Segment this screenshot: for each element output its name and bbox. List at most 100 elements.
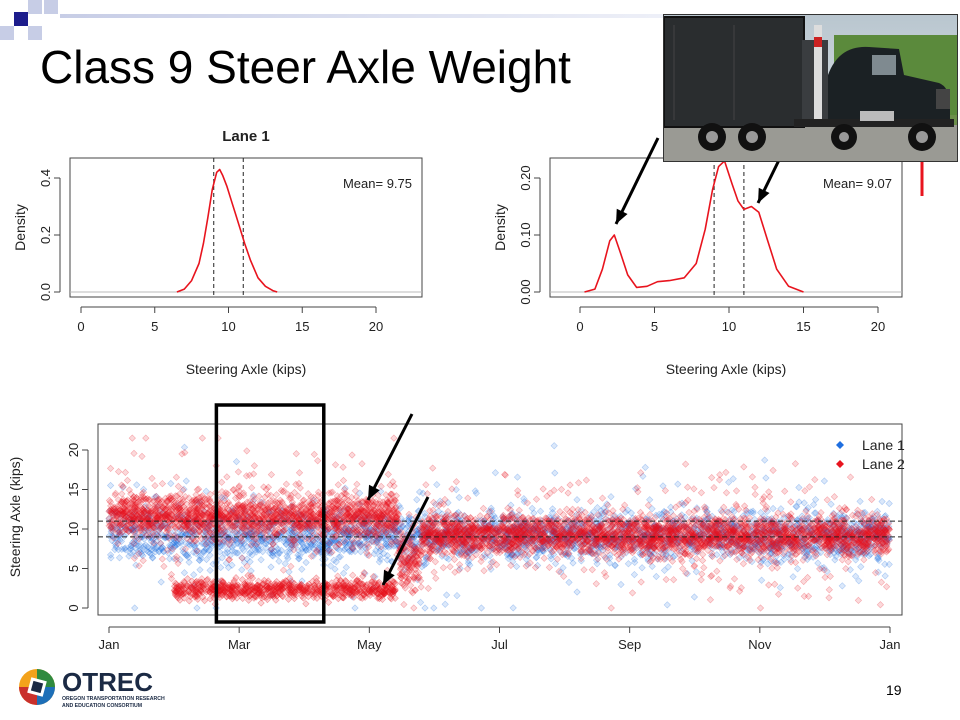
lane1-point (442, 591, 451, 599)
lane1-point (440, 542, 448, 550)
lane1-point (780, 513, 788, 522)
lane1-point (180, 515, 188, 523)
lane1-point (641, 463, 649, 472)
lane1-point (838, 526, 846, 535)
lane1-point (803, 550, 811, 558)
lane1-point (685, 541, 693, 549)
lane1-point (298, 565, 306, 573)
lane1-point (617, 580, 625, 589)
lane2-point (139, 556, 147, 565)
lane1-point (662, 550, 670, 558)
lane2-point (243, 447, 251, 455)
density-lane2-y-tick-label: 0.20 (518, 165, 533, 190)
title-decoration (0, 0, 90, 40)
lane1-point (573, 588, 581, 596)
lane1-point (556, 548, 564, 556)
lane1-point (170, 532, 178, 540)
lane1-point (648, 562, 656, 571)
lane1-point (878, 497, 886, 506)
lane1-point (580, 537, 588, 545)
lane1-point (433, 480, 441, 489)
lane1-point (716, 540, 724, 548)
lane1-point (491, 469, 500, 477)
lane1-point (148, 528, 157, 536)
lane2-point (353, 480, 361, 488)
lane1-point (416, 598, 425, 607)
lane1-point (776, 583, 784, 592)
lane1-point (565, 578, 573, 587)
lane1-point (203, 519, 212, 528)
lane1-point (219, 536, 228, 544)
lane1-point (652, 572, 660, 581)
lane1-point (703, 522, 711, 530)
lane1-point (288, 541, 296, 549)
lane1-point (856, 497, 864, 506)
lane2-point (248, 484, 256, 492)
timeseries-points (105, 434, 894, 612)
lane1-point (690, 593, 699, 601)
lane1-point (624, 560, 633, 568)
density-lane1-x-tick-label: 10 (221, 319, 235, 334)
lane1-point (640, 529, 648, 537)
lane1-point (441, 600, 449, 608)
lane1-point (190, 571, 198, 579)
lane1-point (284, 554, 292, 563)
lane1-point (108, 523, 116, 532)
lane1-point (125, 526, 133, 535)
lane1-point (253, 545, 262, 554)
density-lane2-mean-annotation: Mean= 9.07 (823, 176, 892, 191)
lane1-point (876, 524, 884, 532)
lane1-point (330, 536, 338, 544)
lane1-point (521, 539, 529, 547)
lane1-point (641, 531, 649, 539)
lane1-point (342, 524, 350, 533)
lane2-point (681, 460, 690, 468)
lane1-point (461, 524, 469, 532)
lane1-point (267, 563, 275, 571)
lane1-point (856, 521, 865, 529)
lane2-point (128, 434, 136, 442)
lane1-point (809, 553, 817, 561)
lane1-point (252, 548, 261, 556)
lane1-point (390, 542, 398, 550)
lane1-point (198, 520, 206, 529)
density-lane2-x-tick-label: 10 (722, 319, 736, 334)
density-lane2-x-label: Steering Axle (kips) (666, 361, 787, 377)
lane2-point (223, 473, 231, 481)
lane1-point (688, 515, 696, 523)
lane1-point (550, 442, 558, 450)
lane1-point (875, 550, 883, 558)
lane1-point (290, 525, 298, 534)
lane1-point (257, 526, 265, 534)
lane1-point (285, 529, 294, 537)
lane1-point (179, 548, 187, 556)
lane1-point (552, 528, 560, 536)
lane1-point (663, 601, 671, 609)
lane1-point (150, 539, 158, 548)
lane1-point (127, 544, 135, 552)
lane1-point (513, 473, 522, 481)
lane1-point (133, 481, 141, 489)
lane2-point (272, 491, 281, 499)
lane1-point (285, 568, 293, 576)
lane1-point (348, 514, 356, 522)
lane1-point (755, 538, 763, 546)
lane1-point (801, 543, 809, 551)
lane1-point (456, 548, 464, 556)
lane1-point (464, 557, 473, 565)
lane1-point (867, 523, 875, 531)
lane1-point (524, 560, 532, 569)
lane2-point (384, 470, 392, 479)
lane1-point (592, 520, 601, 528)
lane2-point (295, 469, 304, 477)
lane1-point (152, 523, 161, 531)
lane1-point (652, 529, 660, 538)
lane1-point (376, 528, 384, 536)
density-lane1-y-tick-label: 0.2 (38, 226, 53, 244)
lane1-point (820, 477, 829, 485)
lane1-point (839, 546, 847, 554)
lane2-point (310, 450, 318, 459)
lane1-point (238, 529, 246, 537)
lane1-point (717, 524, 725, 532)
